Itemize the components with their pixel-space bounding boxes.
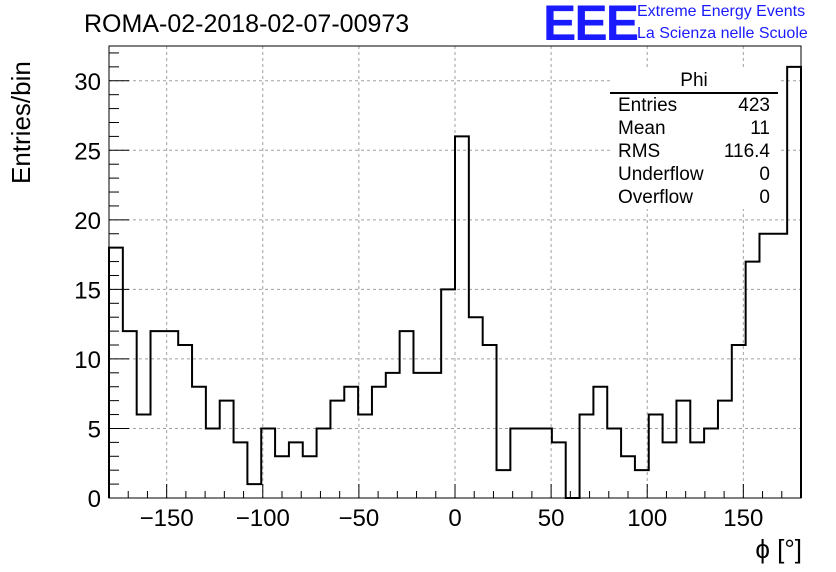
- y-axis-label: Entries/bin: [6, 61, 36, 184]
- stats-label: Underflow: [618, 164, 704, 185]
- x-tick-label: 150: [723, 505, 763, 532]
- logo-caption-line2: La Scienza nelle Scuole: [637, 25, 808, 42]
- stats-label: Entries: [618, 95, 678, 116]
- y-tick-label: 0: [88, 486, 101, 513]
- stats-value: 0: [759, 187, 770, 208]
- y-tick-label: 25: [74, 138, 101, 165]
- stats-value: 11: [750, 118, 770, 139]
- x-tick-label: 100: [627, 505, 667, 532]
- x-tick-label: 50: [538, 505, 565, 532]
- y-tick-label: 10: [74, 347, 101, 374]
- stats-label: Overflow: [618, 187, 693, 208]
- x-tick-label: 0: [448, 505, 461, 532]
- stats-title: Phi: [610, 70, 778, 94]
- axis-ticks: −150 −100 −50 0 50 100 150 0 5 10 15 20 25 30: [74, 52, 783, 532]
- stats-value: 0: [759, 164, 770, 185]
- y-tick-label: 30: [74, 69, 101, 96]
- stats-row-entries: Entries 423: [610, 94, 778, 117]
- x-tick-label: −150: [140, 505, 194, 532]
- y-tick-label: 5: [88, 416, 101, 443]
- stats-value: 423: [738, 95, 770, 116]
- stats-label: RMS: [618, 141, 661, 162]
- x-axis-label: ϕ [°]: [755, 534, 802, 564]
- run-title: ROMA-02-2018-02-07-00973: [84, 10, 410, 38]
- stats-row-overflow: Overflow 0: [610, 186, 778, 209]
- stats-row-underflow: Underflow 0: [610, 163, 778, 186]
- eee-logo: EEE: [543, 0, 639, 51]
- stats-row-mean: Mean 11: [610, 117, 778, 140]
- histogram-step-line: [108, 65, 802, 499]
- y-tick-label: 15: [74, 277, 101, 304]
- x-tick-label: −50: [339, 505, 380, 532]
- y-tick-label: 20: [74, 208, 101, 235]
- x-tick-label: −100: [236, 505, 290, 532]
- stats-value: 116.4: [723, 141, 770, 162]
- logo-caption-line1: Extreme Energy Events: [637, 3, 806, 20]
- stats-box: Phi Entries 423 Mean 11 RMS 116.4 Underf…: [610, 70, 778, 209]
- stats-label: Mean: [618, 118, 666, 139]
- stats-row-rms: RMS 116.4: [610, 140, 778, 163]
